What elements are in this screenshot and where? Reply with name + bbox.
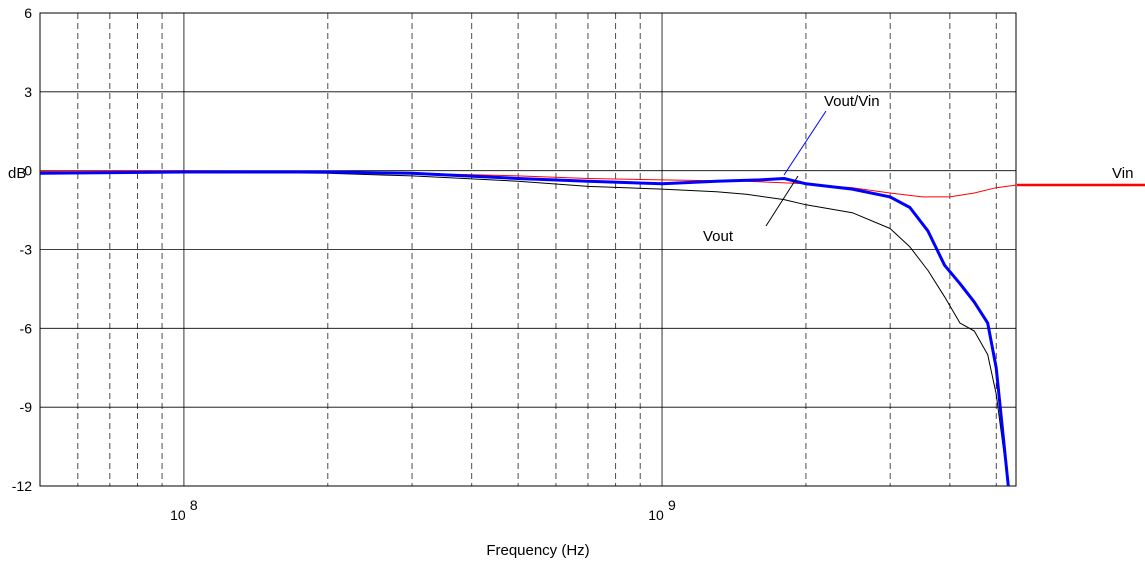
- y-axis-label: dB: [8, 165, 26, 182]
- x-tick-exponent: 9: [668, 497, 676, 513]
- y-tick-label: -3: [20, 242, 33, 258]
- series-layer: [39, 170, 1017, 487]
- y-tick-label: 0: [24, 163, 32, 179]
- x-tick-label: 10: [170, 507, 186, 523]
- x-tick-exponent: 8: [190, 497, 198, 513]
- annotation-vout: Vout: [703, 228, 734, 245]
- vout-callout-line: [765, 175, 799, 227]
- y-tick-labels: 6 3 0 -3 -6 -9 -12: [12, 5, 32, 494]
- y-tick-label: 6: [24, 5, 32, 21]
- plot-frame: [39, 12, 1017, 487]
- series-vout-vin: [39, 170, 1010, 487]
- annotation-vin: Vin: [1112, 165, 1133, 182]
- major-grid: [40, 12, 1016, 487]
- x-axis-label: Frequency (Hz): [486, 542, 589, 559]
- y-tick-label: 3: [24, 84, 32, 100]
- annotations: Vout/Vin Vout Vin: [703, 93, 1145, 245]
- y-tick-label: -12: [12, 478, 32, 494]
- vout-vin-callout-line: [783, 110, 827, 176]
- y-tick-label: -9: [20, 399, 33, 415]
- x-tick-label: 10: [648, 507, 664, 523]
- series-vout: [40, 171, 1009, 487]
- annotation-vout-vin: Vout/Vin: [824, 93, 880, 110]
- y-tick-label: -6: [20, 320, 33, 336]
